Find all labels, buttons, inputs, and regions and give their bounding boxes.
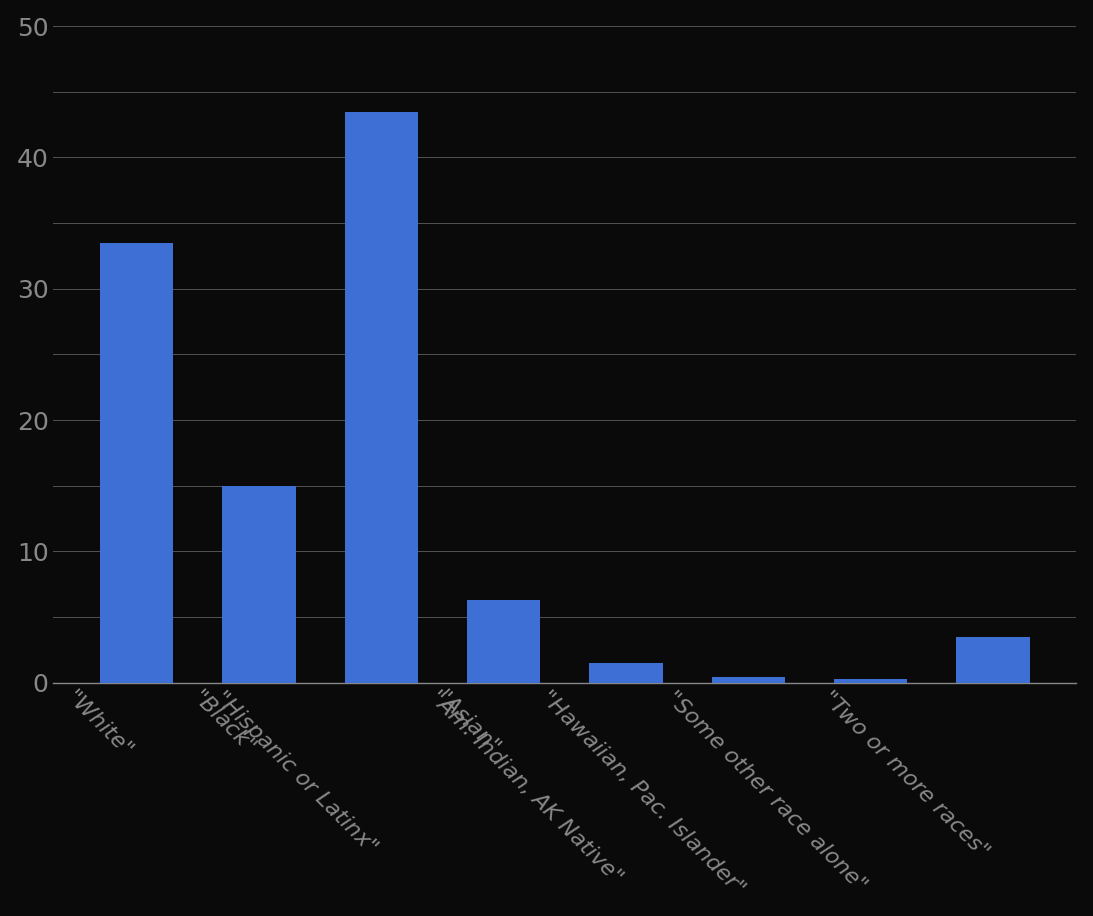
Bar bbox=[712, 677, 785, 682]
Bar bbox=[834, 680, 907, 682]
Bar bbox=[222, 485, 296, 682]
Bar bbox=[344, 112, 418, 682]
Bar bbox=[467, 600, 540, 682]
Bar bbox=[956, 637, 1030, 682]
Bar bbox=[589, 663, 662, 682]
Bar bbox=[99, 243, 174, 682]
